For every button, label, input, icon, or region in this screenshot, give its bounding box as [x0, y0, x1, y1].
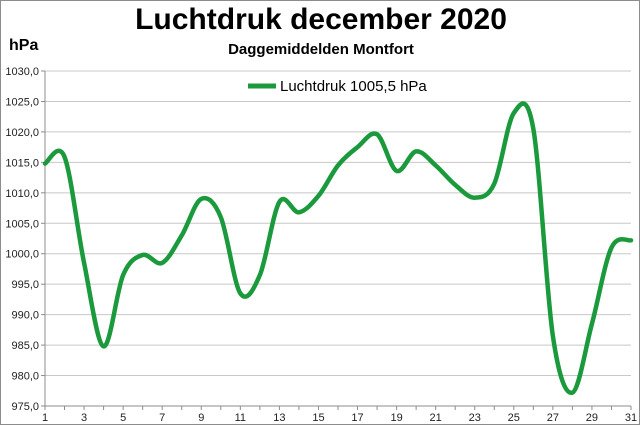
y-axis-unit: hPa [9, 37, 39, 54]
chart-title: Luchtdruk december 2020 [135, 3, 507, 36]
y-tick-label: 985,0 [11, 340, 39, 352]
x-tick-label: 31 [625, 412, 637, 424]
x-tick-label: 13 [273, 412, 285, 424]
x-tick-label: 3 [81, 412, 87, 424]
x-tick-label: 29 [586, 412, 598, 424]
x-tick-label: 19 [390, 412, 402, 424]
x-tick-label: 25 [508, 412, 520, 424]
legend-label: Luchtdruk 1005,5 hPa [280, 78, 427, 95]
x-tick-label: 1 [42, 412, 48, 424]
y-tick-label: 995,0 [11, 279, 39, 291]
y-tick-label: 1000,0 [5, 249, 39, 261]
y-tick-label: 1030,0 [5, 66, 39, 78]
x-tick-label: 9 [198, 412, 204, 424]
y-tick-label: 980,0 [11, 371, 39, 383]
chart-subtitle: Daggemiddelden Montfort [228, 41, 414, 58]
x-tick-label: 17 [351, 412, 363, 424]
x-tick-label: 23 [469, 412, 481, 424]
y-tick-label: 1020,0 [5, 127, 39, 139]
x-tick-label: 11 [235, 412, 246, 424]
y-tick-label: 1010,0 [5, 188, 39, 200]
x-tick-label: 7 [159, 412, 165, 424]
y-tick-label: 1005,0 [5, 218, 39, 230]
series-line-luchtdruk [42, 101, 634, 395]
x-tick-label: 5 [120, 412, 126, 424]
x-tick-label: 21 [430, 412, 442, 424]
y-tick-label: 975,0 [11, 401, 39, 413]
y-tick-label: 1025,0 [5, 96, 39, 108]
x-tick-label: 27 [547, 412, 559, 424]
y-tick-label: 1015,0 [5, 157, 39, 169]
y-tick-label: 990,0 [11, 310, 39, 322]
x-tick-label: 15 [312, 412, 324, 424]
